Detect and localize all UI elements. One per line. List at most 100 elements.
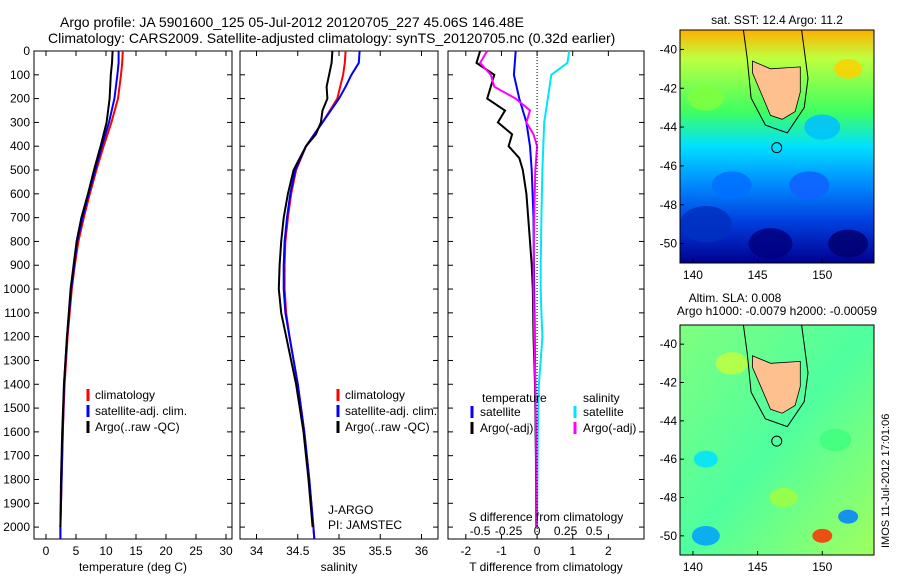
- legend-label: climatology: [95, 388, 155, 402]
- y-tick-label: 700: [10, 211, 30, 225]
- map-patch: [693, 450, 718, 468]
- y-tick-label: -50: [660, 237, 678, 251]
- s-tick-label: 0: [534, 524, 541, 538]
- y-tick-label: 1400: [3, 377, 30, 391]
- x-tick-label: 35: [332, 544, 346, 558]
- x-tick-label: 2: [605, 544, 612, 558]
- x-tick-label: 25: [189, 544, 203, 558]
- argo-location-marker: [771, 435, 783, 447]
- x-axis-label: temperature (deg C): [79, 560, 187, 574]
- x-tick-label: 10: [99, 544, 113, 558]
- legend-label: Argo(-adj): [583, 421, 636, 435]
- tasmania-land: [752, 60, 801, 120]
- y-tick-label: 900: [10, 258, 30, 272]
- float-annotation: PI: JAMSTEC: [328, 518, 402, 532]
- y-tick-label: -46: [660, 159, 678, 173]
- x-tick-label: 140: [683, 560, 703, 574]
- y-tick-label: 2000: [3, 520, 30, 534]
- x-axis-label: T difference from climatology: [469, 560, 623, 574]
- legend-label: climatology: [345, 388, 405, 402]
- title-line-2: Climatology: CARS2009. Satellite-adjuste…: [48, 30, 616, 46]
- y-tick-label: -40: [660, 337, 678, 351]
- series-line: [536, 50, 571, 528]
- y-tick-label: -42: [660, 376, 678, 390]
- y-tick-label: -48: [660, 198, 678, 212]
- imos-timestamp: IMOS 11-Jul-2012 17:01:06: [880, 413, 892, 548]
- difference-panel: -2 -1 0 1 2 T difference from climatology -0.5…: [447, 50, 645, 574]
- legend-label: satellite-adj. clim.: [95, 404, 187, 418]
- map-patch: [769, 487, 798, 508]
- x-tick-label: 145: [748, 560, 768, 574]
- legend-label: satellite-adj. clim.: [345, 404, 437, 418]
- s-tick-label: -0.25: [495, 524, 523, 538]
- sst-map-panel: sat. SST: 12.4 Argo: 11.2 140 145 150 -40 -42…: [660, 13, 875, 282]
- temperature-panel: 0 5 10 15 20 25 300100200300400500600700800900…: [3, 44, 233, 574]
- map-patch: [687, 85, 724, 111]
- tasmania-land: [752, 355, 801, 414]
- x-tick-label: 5: [73, 544, 80, 558]
- y-tick-label: 500: [10, 163, 30, 177]
- map-patch: [838, 509, 859, 524]
- y-tick-label: 300: [10, 115, 30, 129]
- sla-map-subtitle: Argo h1000: -0.0079 h2000: -0.00059: [677, 304, 877, 318]
- legend-label: Argo(..raw -QC): [345, 420, 430, 434]
- y-tick-label: 1600: [3, 425, 30, 439]
- legend-label: Argo(-adj): [480, 421, 533, 435]
- y-tick-label: -50: [660, 529, 678, 543]
- series-line: [277, 50, 334, 528]
- y-tick-label: 1300: [3, 353, 30, 367]
- legend-label: satellite: [480, 405, 521, 419]
- y-tick-label: 1900: [3, 496, 30, 510]
- legend-label: Argo(..raw -QC): [95, 420, 180, 434]
- plot-frame: [239, 50, 439, 540]
- plot-frame: [447, 50, 645, 540]
- bathymetry-contour: [742, 29, 809, 134]
- x-tick-label: 30: [219, 544, 233, 558]
- map-patch: [711, 171, 752, 200]
- y-tick-label: 1500: [3, 401, 30, 415]
- map-patch: [748, 228, 793, 259]
- x-tick-label: 140: [683, 268, 703, 282]
- map-patch: [789, 171, 830, 200]
- bathymetry-contour: [742, 324, 809, 428]
- title-line-1: Argo profile: JA 5901600_125 05-Jul-2012…: [60, 14, 524, 30]
- y-tick-label: -48: [660, 491, 678, 505]
- y-tick-label: -44: [660, 414, 678, 428]
- sla-map-title: Altim. SLA: 0.008: [689, 291, 782, 305]
- plot-frame: [33, 50, 233, 540]
- argo-location-marker: [771, 142, 783, 154]
- y-tick-label: 0: [23, 44, 30, 58]
- x-tick-label: 15: [129, 544, 143, 558]
- x-tick-label: 35.5: [369, 544, 393, 558]
- legend-title-temperature: temperature: [482, 391, 547, 405]
- map-patch: [819, 428, 852, 452]
- s-tick-label: 0.25: [554, 524, 578, 538]
- x-tick-label: 150: [812, 268, 832, 282]
- s-axis-label: S difference from climatology: [469, 510, 624, 524]
- y-tick-label: -40: [660, 42, 678, 56]
- map-patch: [812, 528, 833, 543]
- y-tick-label: 1700: [3, 449, 30, 463]
- float-annotation: J-ARGO: [328, 503, 373, 517]
- map-patch: [834, 59, 863, 79]
- y-tick-label: -44: [660, 120, 678, 134]
- map-frame: [679, 324, 875, 556]
- y-tick-label: 800: [10, 234, 30, 248]
- x-tick-label: -2: [460, 544, 471, 558]
- y-tick-label: -46: [660, 452, 678, 466]
- map-patch: [804, 114, 841, 140]
- y-tick-label: 600: [10, 187, 30, 201]
- x-tick-label: 0: [43, 544, 50, 558]
- map-frame: [679, 29, 875, 264]
- y-tick-label: 1000: [3, 282, 30, 296]
- s-tick-label: -0.5: [470, 524, 491, 538]
- map-patch: [828, 229, 869, 258]
- y-tick-label: 200: [10, 92, 30, 106]
- y-tick-label: 1200: [3, 330, 30, 344]
- x-tick-label: 34: [250, 544, 264, 558]
- map-patch: [679, 205, 732, 243]
- y-tick-label: 400: [10, 139, 30, 153]
- x-tick-label: 150: [812, 560, 832, 574]
- y-tick-label: 100: [10, 68, 30, 82]
